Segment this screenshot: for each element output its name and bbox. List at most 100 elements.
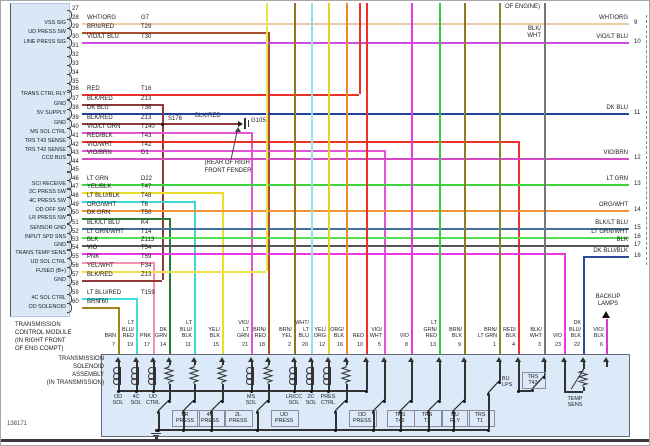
assembly-wire-color: VIO bbox=[399, 332, 409, 339]
circuit-label: D22 bbox=[141, 176, 153, 182]
coil-loop bbox=[113, 378, 120, 386]
wire-v bbox=[329, 367, 332, 385]
wire-v bbox=[169, 218, 171, 354]
right-pin-number: 16 bbox=[634, 233, 641, 240]
blk-wht-label-line1: BLK/ bbox=[527, 26, 541, 32]
assembly-wire-color: BLK bbox=[505, 332, 516, 339]
assembly-pin-number: 19 bbox=[127, 342, 133, 348]
assembly-wire-color: PNK bbox=[139, 332, 151, 339]
wire-v bbox=[311, 384, 313, 390]
right-pin-number: 18 bbox=[634, 252, 641, 259]
wire-h bbox=[82, 237, 629, 239]
switch-symbol bbox=[182, 399, 195, 412]
solenoid-label: 4C bbox=[132, 393, 140, 400]
g105-bar bbox=[247, 120, 249, 127]
switch-symbol bbox=[334, 399, 347, 412]
wire-v bbox=[153, 362, 155, 367]
junction-dot bbox=[531, 388, 535, 392]
assembly-wire-color: BLK bbox=[209, 332, 220, 339]
wire-v bbox=[411, 362, 413, 400]
wire-v bbox=[211, 412, 213, 429]
drop-wire bbox=[411, 3, 413, 354]
g105-arrow-icon bbox=[238, 121, 243, 127]
wire-h bbox=[82, 141, 518, 143]
tcm-pin-function: TRANS CTRL RLY bbox=[20, 91, 66, 97]
right-pin-number: 10 bbox=[634, 38, 641, 45]
assembly-wire-color: WHT bbox=[529, 332, 542, 339]
tcm-label-line2: CONTROL MODULE bbox=[15, 330, 72, 336]
assembly-pin-number: 17 bbox=[144, 342, 150, 348]
tcm-pin-function: 4C PRESS SW bbox=[29, 198, 66, 204]
tcm-pin-number: 56 bbox=[72, 263, 79, 269]
tcm-label-line4: OF ENG COMPT) bbox=[15, 346, 64, 352]
wire-v bbox=[583, 387, 585, 391]
wire-v bbox=[153, 384, 155, 390]
wire-v bbox=[169, 384, 171, 400]
s176-label: S176 bbox=[168, 116, 183, 122]
switch-label-text: TRS bbox=[474, 411, 486, 418]
tcm-pin-number: 58 bbox=[72, 281, 79, 287]
right-pin-color-label: BLK/LT BLU bbox=[595, 220, 628, 226]
blk-red-label: BLK/RED bbox=[195, 113, 221, 119]
assembly-wire-color: BLU/ bbox=[122, 326, 134, 333]
tcm-pin-number: 29 bbox=[72, 24, 79, 30]
wire-v bbox=[222, 384, 224, 400]
assembly-wire-color: RED/ bbox=[503, 326, 516, 333]
tcm-pin-function: INPUT SPD SNS bbox=[24, 234, 66, 240]
wire-h bbox=[82, 184, 629, 186]
wire-color-label: LT GRN/WHT bbox=[87, 229, 124, 235]
tcm-pin-number: 51 bbox=[72, 220, 79, 226]
wire-v bbox=[136, 298, 138, 354]
fender-note-line2: FRONT FENDER) bbox=[204, 168, 254, 174]
pin-entry-arrow bbox=[219, 357, 225, 362]
circuit-label: Z13 bbox=[141, 96, 152, 102]
wire-v bbox=[268, 384, 270, 400]
assembly-pin-number: 20 bbox=[302, 342, 308, 348]
switch-label-text: PRESS bbox=[274, 417, 294, 424]
tcm-pin-number: 28 bbox=[72, 15, 79, 21]
assembly-pin-number: 8 bbox=[405, 342, 408, 348]
switch-label-box bbox=[225, 410, 253, 427]
junction-dot bbox=[399, 428, 403, 432]
trs-t43-label-text: T43 bbox=[528, 379, 538, 386]
wire-v bbox=[583, 256, 585, 354]
right-connector-edge bbox=[646, 15, 649, 265]
solenoid-label: PRES bbox=[320, 393, 336, 400]
assembly-wire-color: RED bbox=[122, 332, 134, 339]
tcm-pin-number: 44 bbox=[72, 159, 79, 165]
tcm-pin-number: 38 bbox=[72, 105, 79, 111]
wire-h bbox=[82, 298, 136, 300]
drop-wire bbox=[294, 3, 296, 354]
assembly-wire-color: BLU/ bbox=[180, 326, 192, 333]
assembly-wire-color: VIO bbox=[552, 332, 562, 339]
wire-v bbox=[251, 384, 253, 390]
wire-v bbox=[328, 367, 330, 385]
tcm-pin-function: UD SOL CTRL bbox=[30, 259, 66, 265]
circuit-label: T50 bbox=[141, 210, 152, 216]
assembly-wire-color: LT bbox=[186, 320, 192, 327]
wire-v bbox=[268, 362, 270, 365]
assembly-label-line2: SOLENOID bbox=[72, 364, 104, 370]
fender-note-line1: (REAR OF RIGHT bbox=[204, 160, 254, 166]
assembly-wire-color: BRN/ bbox=[484, 326, 497, 333]
resistor-symbol bbox=[163, 365, 175, 384]
solenoid-label: SOL bbox=[288, 399, 300, 406]
wire-color-label: LT BLU/RED bbox=[87, 290, 122, 296]
circuit-label: T14 bbox=[141, 229, 152, 235]
wire-v bbox=[346, 362, 348, 365]
tcm-pin-socket bbox=[67, 28, 72, 38]
wire-v bbox=[328, 362, 330, 367]
pin-entry-arrow bbox=[436, 357, 442, 362]
resistor-symbol bbox=[577, 369, 589, 387]
tcm-pin-function: TRS T43 SENSE bbox=[24, 138, 66, 144]
fender-arrow-line bbox=[230, 129, 238, 160]
tcm-pin-number: 33 bbox=[72, 61, 79, 67]
pin-entry-arrow bbox=[308, 357, 314, 362]
g105-bar bbox=[244, 118, 246, 129]
circuit-label: G7 bbox=[141, 15, 150, 21]
wire-v bbox=[252, 367, 255, 385]
junction-dot bbox=[498, 380, 502, 384]
wire-v bbox=[564, 253, 566, 354]
assembly-wire-color: VIO/ bbox=[593, 326, 604, 333]
assembly-wire-color: LT bbox=[128, 320, 134, 327]
